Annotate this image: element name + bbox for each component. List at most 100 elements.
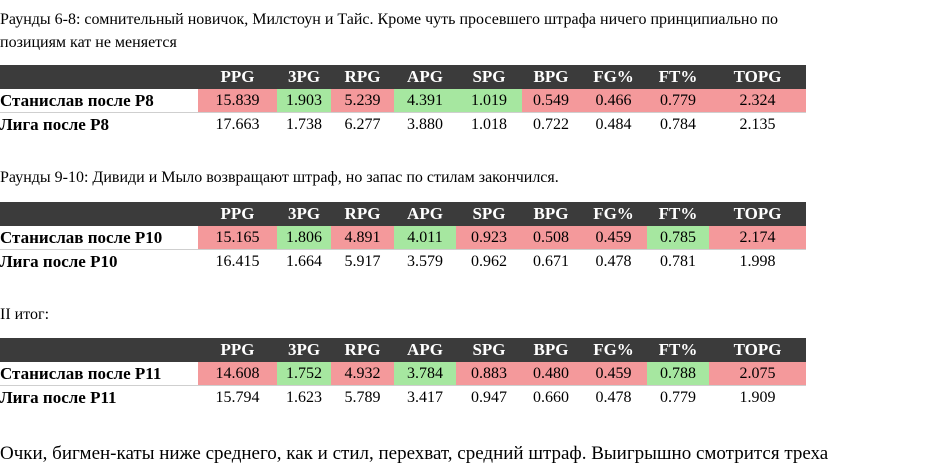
player-stat-cell: 0.883 — [456, 362, 522, 386]
player-stat-cell: 0.459 — [580, 226, 647, 250]
league-stat-cell: 0.779 — [660, 388, 696, 406]
column-header-topg: TOPG — [709, 65, 806, 89]
column-header-spg: SPG — [456, 202, 522, 226]
player-stat-cell: 0.549 — [522, 89, 580, 113]
player-stat-cell: 0.466 — [580, 89, 647, 113]
column-header-ppg: PPG — [198, 338, 277, 362]
column-header-rpg: RPG — [331, 65, 394, 89]
column-header-rpg: RPG — [331, 202, 394, 226]
column-header-apg: APG — [394, 202, 456, 226]
league-stat-cell: 16.415 — [215, 252, 260, 270]
league-stat-cell: 1.998 — [739, 252, 776, 270]
section-3-paragraph: II итог: — [0, 306, 50, 323]
league-stat-cell: 15.794 — [215, 388, 260, 406]
league-stat-cell: 1.909 — [739, 388, 776, 406]
player-stat-cell: 0.779 — [647, 89, 709, 113]
column-header-bpg: BPG — [522, 338, 580, 362]
header-row: PPG 3PG RPG APG SPG BPG FG% FT% TOPG — [0, 202, 806, 226]
league-row: Лига после Р8 17.663 1.738 6.277 3.880 1.018 0… — [0, 113, 806, 137]
intro-paragraph: Раунды 6-8: сомнительный новичок, Милсто… — [0, 8, 778, 54]
player-row: Станислав после Р11 14.608 1.752 4.932 3.784… — [0, 362, 806, 386]
player-stat-cell: 0.459 — [580, 362, 647, 386]
league-stat-cell: 1.623 — [286, 388, 322, 406]
league-stat-cell: 2.135 — [739, 115, 776, 133]
player-stat-cell: 2.075 — [709, 362, 806, 386]
column-header-topg: TOPG — [709, 338, 806, 362]
league-stat-cell: 6.277 — [344, 115, 381, 133]
league-stat-cell: 0.722 — [533, 115, 569, 133]
column-header-3pg: 3PG — [277, 338, 331, 362]
league-stat-cell: 0.947 — [471, 388, 507, 406]
column-header-ft-pct: FT% — [647, 202, 709, 226]
league-stat-cell: 3.880 — [407, 115, 443, 133]
column-header-3pg: 3PG — [277, 65, 331, 89]
player-stat-cell: 15.165 — [198, 226, 277, 250]
header-blank — [0, 338, 198, 362]
player-row: Станислав после Р10 15.165 1.806 4.891 4.011… — [0, 226, 806, 250]
column-header-rpg: RPG — [331, 338, 394, 362]
league-stat-cell: 5.789 — [344, 388, 381, 406]
player-stat-cell: 4.391 — [394, 89, 456, 113]
player-stat-cell: 15.839 — [198, 89, 277, 113]
row-label: Станислав после Р8 — [0, 89, 198, 113]
intro-line-2: позициям кат не меняется — [0, 34, 177, 51]
player-stat-cell: 3.784 — [394, 362, 456, 386]
header-blank — [0, 202, 198, 226]
player-stat-cell: 4.891 — [331, 226, 394, 250]
player-stat-cell: 4.932 — [331, 362, 394, 386]
league-stat-cell: 0.781 — [660, 252, 696, 270]
player-stat-cell: 1.752 — [277, 362, 331, 386]
row-label: Лига после Р10 — [0, 251, 118, 271]
league-stat-cell: 1.664 — [286, 252, 322, 270]
player-stat-cell: 1.019 — [456, 89, 522, 113]
league-row: Лига после Р11 15.794 1.623 5.789 3.417 0.947… — [0, 386, 806, 410]
league-stat-cell: 1.738 — [286, 115, 322, 133]
stats-table-r8: PPG 3PG RPG APG SPG BPG FG% FT% TOPG Станислав п… — [0, 65, 806, 136]
column-header-fg-pct: FG% — [580, 338, 647, 362]
column-header-bpg: BPG — [522, 65, 580, 89]
player-stat-cell: 2.324 — [709, 89, 806, 113]
header-blank — [0, 65, 198, 89]
league-stat-cell: 17.663 — [215, 115, 260, 133]
stats-table-r10: PPG 3PG RPG APG SPG BPG FG% FT% TOPG Станислав п… — [0, 202, 806, 273]
column-header-ppg: PPG — [198, 65, 277, 89]
league-stat-cell: 3.417 — [407, 388, 443, 406]
league-stat-cell: 1.018 — [471, 115, 507, 133]
league-stat-cell: 5.917 — [344, 252, 381, 270]
row-label: Станислав после Р11 — [0, 362, 198, 386]
player-stat-cell: 0.788 — [647, 362, 709, 386]
intro-line-1: Раунды 6-8: сомнительный новичок, Милсто… — [0, 11, 779, 28]
column-header-spg: SPG — [456, 65, 522, 89]
player-stat-cell: 4.011 — [394, 226, 456, 250]
row-label: Лига после Р8 — [0, 114, 109, 134]
league-stat-cell: 0.660 — [533, 388, 569, 406]
row-label: Лига после Р11 — [0, 387, 117, 407]
row-label: Станислав после Р10 — [0, 226, 198, 250]
column-header-3pg: 3PG — [277, 202, 331, 226]
column-header-ppg: PPG — [198, 202, 277, 226]
player-stat-cell: 0.923 — [456, 226, 522, 250]
player-stat-cell: 1.806 — [277, 226, 331, 250]
column-header-fg-pct: FG% — [580, 65, 647, 89]
league-stat-cell: 0.784 — [660, 115, 696, 133]
league-stat-cell: 3.579 — [407, 252, 443, 270]
player-stat-cell: 5.239 — [331, 89, 394, 113]
league-row: Лига после Р10 16.415 1.664 5.917 3.579 0.962… — [0, 250, 806, 274]
column-header-topg: TOPG — [709, 202, 806, 226]
footer-paragraph: Очки, бигмен-каты ниже среднего, как и с… — [0, 443, 829, 464]
section-2-paragraph: Раунды 9-10: Дивиди и Мыло возвращают шт… — [0, 169, 559, 186]
header-row: PPG 3PG RPG APG SPG BPG FG% FT% TOPG — [0, 338, 806, 362]
player-row: Станислав после Р8 15.839 1.903 5.239 4.391 1… — [0, 89, 806, 113]
league-stat-cell: 0.671 — [533, 252, 569, 270]
player-stat-cell: 0.785 — [647, 226, 709, 250]
column-header-bpg: BPG — [522, 202, 580, 226]
league-stat-cell: 0.478 — [595, 252, 632, 270]
player-stat-cell: 2.174 — [709, 226, 806, 250]
column-header-apg: APG — [394, 65, 456, 89]
column-header-ft-pct: FT% — [647, 65, 709, 89]
player-stat-cell: 0.480 — [522, 362, 580, 386]
player-stat-cell: 0.508 — [522, 226, 580, 250]
column-header-spg: SPG — [456, 338, 522, 362]
header-row: PPG 3PG RPG APG SPG BPG FG% FT% TOPG — [0, 65, 806, 89]
column-header-fg-pct: FG% — [580, 202, 647, 226]
